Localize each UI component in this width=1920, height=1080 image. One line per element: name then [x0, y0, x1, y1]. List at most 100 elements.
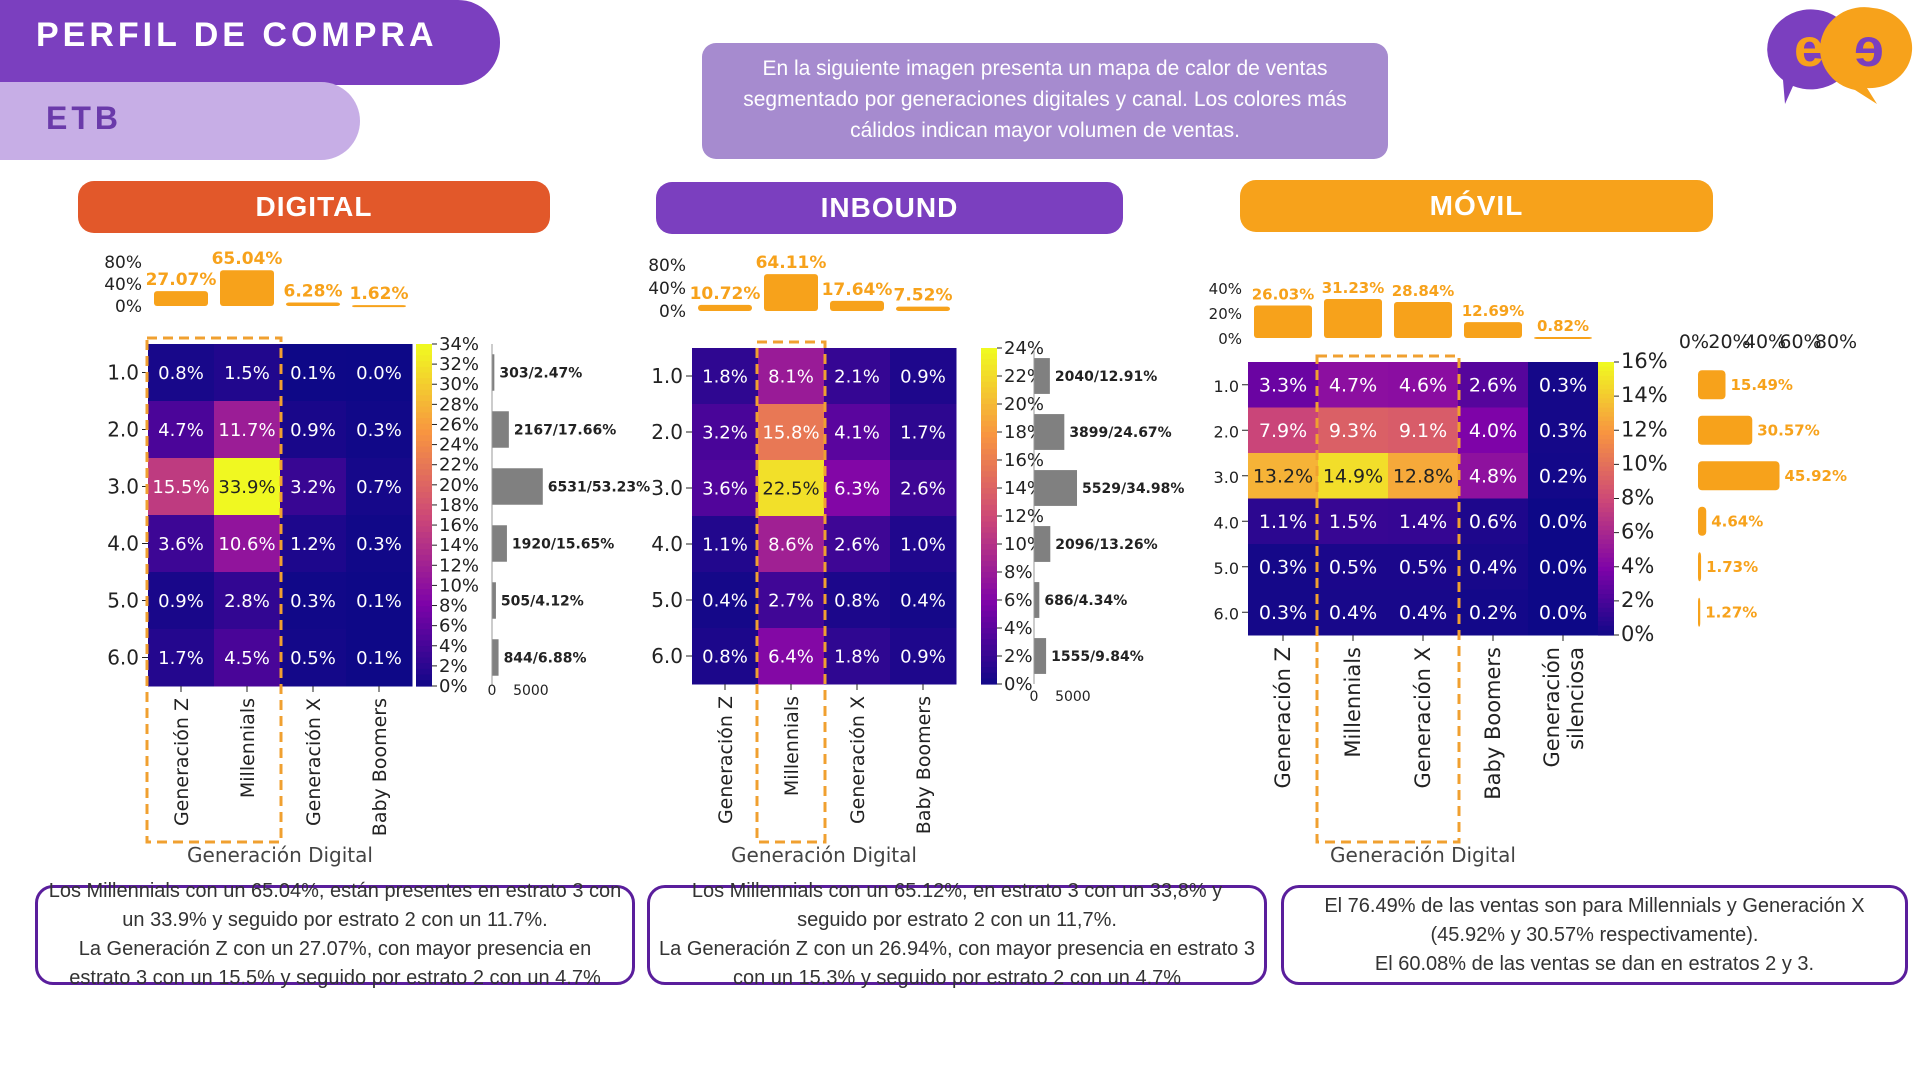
heatmap-cell-label-2-0-3: 2.6% [1469, 375, 1517, 397]
colorbar-tick-label-2-7: 14% [1621, 383, 1668, 407]
colorbar-seg-2-53 [1598, 603, 1614, 609]
heatmap-cell-label-2-1-1: 9.3% [1329, 420, 1377, 442]
heatmap-cell-label-0-0-0: 0.8% [158, 363, 204, 384]
heatmap-cell-label-2-2-3: 4.8% [1469, 466, 1517, 488]
colorbar-seg-0-16 [416, 435, 432, 442]
y-tick-label-2-4: 5.0 [1214, 559, 1239, 578]
colorbar-seg-2-28 [1598, 489, 1614, 495]
heatmap-cell-label-0-2-3: 0.7% [356, 477, 402, 498]
colorbar-tick-label-2-3: 6% [1621, 520, 1654, 544]
row-total-label-0-1: 2167/17.66% [514, 423, 616, 439]
colorbar-seg-1-15 [981, 432, 997, 439]
heatmap-cell-1-0-0 [692, 348, 759, 405]
y-tick-label-2-3: 4.0 [1214, 513, 1239, 532]
colorbar-seg-1-44 [981, 594, 997, 601]
colorbar-seg-0-43 [416, 589, 432, 596]
note-inbound-line1: Los Millennials con un 65.12%, en estrat… [691, 880, 1223, 931]
row-total-bar-0-0 [492, 354, 495, 391]
colorbar-seg-2-35 [1598, 521, 1614, 527]
colorbar-seg-2-10 [1598, 407, 1614, 413]
colorbar-seg-0-52 [416, 640, 432, 647]
heatmap-cell-label-0-2-1: 33.9% [218, 477, 275, 498]
col-total-axis-2-1: 20% [1209, 305, 1242, 323]
heatmap-cell-2-0-4 [1528, 362, 1599, 408]
colorbar-seg-1-33 [981, 532, 997, 539]
colorbar-seg-1-25 [981, 488, 997, 495]
colorbar-tick-label-1-1: 2% [1004, 646, 1033, 667]
heatmap-cell-label-1-3-2: 2.6% [834, 534, 880, 555]
colorbar-seg-1-8 [981, 392, 997, 399]
colorbar-tick-label-0-2: 4% [439, 636, 468, 657]
heatmap-cell-label-2-1-3: 4.0% [1469, 420, 1517, 442]
heatmap-cell-1-3-1 [758, 516, 825, 573]
row-total-bar-1-5 [1034, 638, 1047, 674]
heatmap-cell-1-2-2 [824, 460, 891, 517]
colorbar-seg-2-46 [1598, 571, 1614, 577]
heatmap-cell-0-1-3 [346, 401, 413, 459]
x-tick-label-2-4-b: silenciosa [1564, 647, 1588, 750]
colorbar-seg-2-48 [1598, 580, 1614, 586]
heatmap-cell-label-1-3-0: 1.1% [702, 534, 748, 555]
colorbar-seg-0-2 [416, 355, 432, 362]
heatmap-cell-label-1-0-0: 1.8% [702, 366, 748, 387]
colorbar-seg-0-3 [416, 361, 432, 368]
colorbar-seg-1-36 [981, 549, 997, 556]
colorbar-seg-2-25 [1598, 475, 1614, 481]
colorbar-seg-2-2 [1598, 371, 1614, 377]
col-total-label-2-3: 12.69% [1462, 302, 1524, 320]
heatmap-cell-2-3-1 [1318, 498, 1389, 545]
heatmap-cell-2-4-3 [1458, 544, 1529, 590]
intro-text: En la siguiente imagen presenta un mapa … [702, 43, 1388, 159]
row-total-label-1-2: 5529/34.98% [1082, 481, 1184, 497]
heatmap-cell-2-0-3 [1458, 362, 1529, 408]
note-movil-line2: El 60.08% de las ventas se dan en estrat… [1374, 952, 1815, 975]
heatmap-cell-label-1-2-1: 22.5% [762, 478, 819, 499]
heatmap-cell-1-2-3 [890, 460, 957, 517]
colorbar-tick-label-1-0: 0% [1004, 674, 1033, 695]
colorbar-seg-2-18 [1598, 443, 1614, 450]
row-total-label-2-0: 15.49% [1730, 376, 1792, 394]
colorbar-seg-2-57 [1598, 621, 1614, 627]
heatmap-cell-1-3-3 [890, 516, 957, 573]
colorbar-seg-2-11 [1598, 412, 1614, 418]
colorbar-seg-0-5 [416, 372, 432, 379]
colorbar-seg-0-8 [416, 389, 432, 396]
row-total-label-1-1: 3899/24.67% [1069, 425, 1171, 441]
heatmap-cell-label-2-3-0: 1.1% [1259, 511, 1307, 533]
heatmap-cell-label-0-4-2: 0.3% [290, 591, 336, 612]
row-total-label-0-4: 505/4.12% [501, 594, 584, 610]
colorbar-tick-label-0-6: 12% [439, 555, 479, 576]
colorbar-seg-1-56 [981, 661, 997, 668]
heatmap-cell-2-1-4 [1528, 407, 1599, 454]
heatmap-cell-label-1-4-0: 0.4% [702, 590, 748, 611]
colorbar-seg-0-4 [416, 366, 432, 374]
heatmap-cell-label-2-0-4: 0.3% [1539, 375, 1587, 397]
colorbar-seg-2-8 [1598, 398, 1614, 404]
colorbar-tick-label-0-15: 30% [439, 374, 479, 395]
heatmap-cell-label-1-1-3: 1.7% [900, 422, 946, 443]
col-total-label-1-3: 7.52% [894, 286, 953, 306]
col-total-axis-0-1: 40% [104, 275, 142, 295]
highlight-box-1 [755, 340, 827, 844]
colorbar-seg-2-13 [1598, 421, 1614, 427]
heatmap-cell-2-3-3 [1458, 498, 1529, 545]
colorbar-seg-0-47 [416, 611, 432, 619]
colorbar-seg-1-5 [981, 376, 997, 383]
heatmap-cell-2-5-3 [1458, 589, 1529, 636]
col-total-label-0-1: 65.04% [212, 249, 283, 269]
heatmap-cell-label-2-5-4: 0.0% [1539, 602, 1587, 624]
colorbar-seg-1-9 [981, 398, 997, 405]
colorbar-seg-0-49 [416, 623, 432, 630]
colorbar-seg-0-22 [416, 469, 432, 476]
heatmap-cell-0-3-1 [214, 515, 281, 573]
heatmap-cell-0-1-0 [148, 401, 215, 459]
heatmap-cell-label-1-5-3: 0.9% [900, 646, 946, 667]
row-total-bar-0-4 [492, 582, 496, 619]
col-total-label-1-2: 17.64% [822, 280, 893, 300]
heatmap-cell-2-0-0 [1248, 362, 1319, 408]
colorbar-seg-1-4 [981, 370, 997, 377]
colorbar-seg-1-19 [981, 454, 997, 461]
colorbar-seg-2-33 [1598, 512, 1614, 518]
heatmap-cell-1-5-0 [692, 628, 759, 685]
heatmap-cell-label-0-1-0: 4.7% [158, 420, 204, 441]
